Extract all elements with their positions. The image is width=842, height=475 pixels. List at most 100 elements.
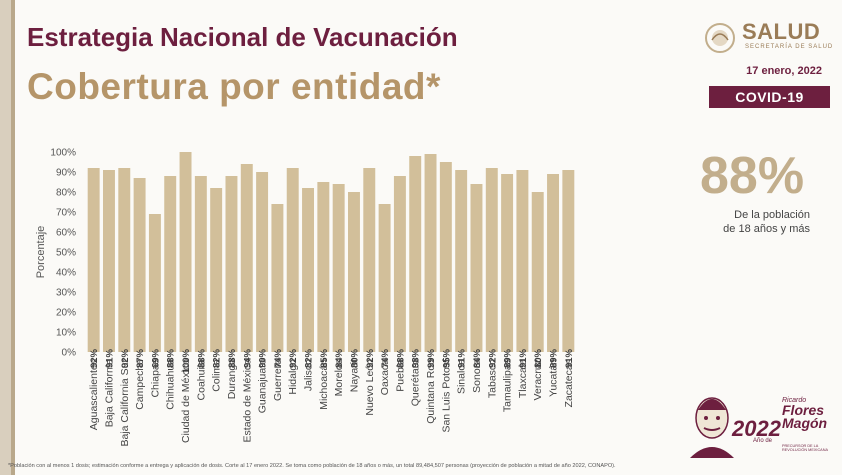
category-label: Tlaxcala <box>517 359 529 398</box>
data-label: 92% <box>89 348 100 368</box>
page-title: Estrategia Nacional de Vacunación <box>27 22 458 52</box>
y-tick-label: 90% <box>56 168 76 179</box>
y-tick-label: 10% <box>56 328 76 339</box>
category-label: Sonora <box>471 359 483 393</box>
bar <box>501 174 514 352</box>
y-tick-label: 70% <box>56 208 76 219</box>
y-tick-label: 60% <box>56 228 76 239</box>
bar <box>531 192 544 352</box>
category-label: Coahuila <box>195 359 207 401</box>
anniversary-year: 2022 <box>732 416 781 441</box>
y-tick-label: 50% <box>56 248 76 259</box>
bar <box>470 184 483 352</box>
report-date: 17 enero, 2022 <box>746 65 822 77</box>
data-label: 92% <box>120 348 131 368</box>
category-label: Aguascalientes <box>88 359 100 430</box>
data-label: 84% <box>472 348 483 368</box>
data-label: 74% <box>380 348 391 368</box>
bar <box>302 188 315 352</box>
bar <box>393 176 406 352</box>
data-label: 92% <box>487 348 498 368</box>
category-label: Chiapas <box>149 359 161 398</box>
data-label: 69% <box>150 348 161 368</box>
left-decorative-stripe <box>11 0 15 475</box>
bar <box>317 182 330 352</box>
category-label: Baja California <box>103 359 115 427</box>
covid-badge: COVID-19 <box>709 86 830 108</box>
category-label: Nayarit <box>348 359 360 392</box>
data-label: 92% <box>365 348 376 368</box>
logo-text: SALUD <box>742 19 821 44</box>
bar <box>179 152 192 352</box>
anniversary-name-line1: Flores <box>782 402 825 418</box>
bar <box>424 154 437 352</box>
bar <box>271 204 284 352</box>
bar <box>347 192 360 352</box>
category-label: Morelos <box>333 359 345 396</box>
bar <box>164 176 177 352</box>
category-label: Ciudad de México <box>180 359 192 443</box>
category-label: Colima <box>211 359 223 392</box>
category-label: Tamaulipas <box>502 359 514 412</box>
category-label: Oaxaca <box>379 359 391 395</box>
data-label: 98% <box>411 348 422 368</box>
data-label: 84% <box>334 348 345 368</box>
data-label: 92% <box>288 348 299 368</box>
anniversary-tagline: PRECURSOR DE LA REVOLUCIÓN MEXICANA <box>782 444 828 452</box>
category-label: Jalisco <box>303 359 315 391</box>
data-label: 94% <box>242 348 253 368</box>
category-label: Durango <box>226 359 238 399</box>
category-label: Quintana Roo <box>425 359 437 424</box>
data-label: 80% <box>349 348 360 368</box>
bar <box>547 174 560 352</box>
bar <box>102 170 115 352</box>
data-label: 89% <box>549 348 560 368</box>
data-label: 88% <box>166 348 177 368</box>
bar <box>210 188 223 352</box>
bar <box>286 168 299 352</box>
bar <box>455 170 468 352</box>
bar <box>562 170 575 352</box>
category-label: Guanajuato <box>257 359 269 413</box>
anniversary-firstname: Ricardo <box>782 397 807 404</box>
bar <box>87 168 100 352</box>
category-label: Querétaro <box>410 359 422 406</box>
category-label: Sinaloa <box>456 359 468 394</box>
y-tick-label: 100% <box>50 148 76 159</box>
data-label: 91% <box>104 348 115 368</box>
category-label: Veracruz <box>532 359 544 400</box>
bar <box>485 168 498 352</box>
bar <box>118 168 131 352</box>
category-label: Puebla <box>394 359 406 392</box>
category-label: San Luis Potosí <box>440 359 452 433</box>
page-subtitle: Cobertura por entidad* <box>27 66 441 107</box>
category-label: Michoacán <box>318 359 330 410</box>
data-label: 87% <box>135 348 146 368</box>
bar <box>194 176 207 352</box>
data-label: 85% <box>319 348 330 368</box>
data-label: 82% <box>212 348 223 368</box>
anniversary-name-line2: Magón <box>782 415 828 431</box>
category-label: Zacatecas <box>563 359 575 407</box>
y-tick-label: 80% <box>56 188 76 199</box>
left-decorative-bar <box>0 0 11 475</box>
bar <box>439 162 452 352</box>
category-label: Guerrero <box>272 359 284 401</box>
data-label: 88% <box>196 348 207 368</box>
summary-caption-line1: De la población <box>734 209 810 221</box>
anniversary-name: Flores Magón <box>782 402 828 431</box>
bar <box>516 170 529 352</box>
data-label: 88% <box>395 348 406 368</box>
anniversary-ano: Año de <box>753 438 773 444</box>
category-label: Hidalgo <box>287 359 299 395</box>
salud-logo-icon <box>705 23 735 53</box>
summary-caption-line2: de 18 años y más <box>723 223 810 235</box>
data-label: 91% <box>564 348 575 368</box>
y-tick-label: 30% <box>56 288 76 299</box>
data-label: 99% <box>426 348 437 368</box>
data-label: 91% <box>518 348 529 368</box>
bar <box>148 214 161 352</box>
data-label: 91% <box>457 348 468 368</box>
bar <box>240 164 253 352</box>
data-label: 95% <box>441 348 452 368</box>
